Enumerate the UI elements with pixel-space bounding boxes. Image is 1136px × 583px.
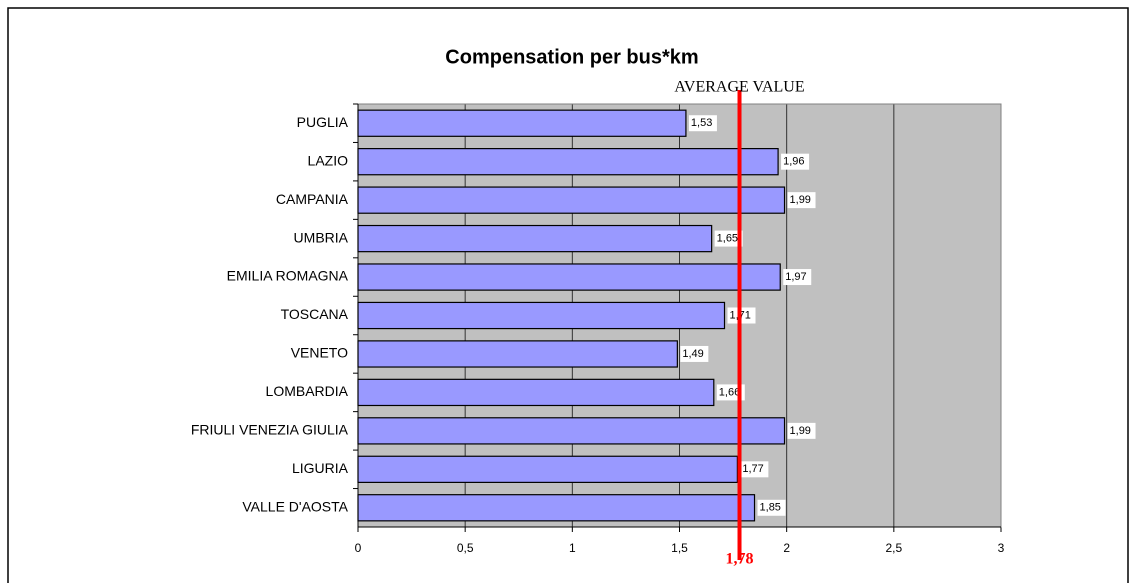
bar	[357, 417, 786, 445]
y-tick-label: LAZIO	[308, 152, 349, 168]
bar	[357, 224, 713, 253]
y-tick-label: UMBRIA	[294, 229, 349, 245]
y-tick-label: VALLE D'AOSTA	[242, 498, 348, 514]
average-label: AVERAGE VALUE	[674, 79, 804, 96]
x-tick-label: 1	[569, 541, 576, 555]
y-tick-label: LIGURIA	[292, 460, 349, 476]
bar	[357, 455, 738, 483]
x-tick-label: 3	[998, 541, 1005, 555]
data-label: 1,85	[760, 502, 781, 514]
x-tick-label: 2	[783, 541, 790, 555]
data-label-box	[783, 269, 812, 286]
data-label-box	[781, 153, 810, 170]
bar	[357, 109, 687, 137]
bar	[357, 494, 756, 522]
data-label-box	[714, 230, 743, 247]
data-label-box	[787, 192, 816, 209]
data-label-box	[787, 422, 816, 439]
data-label: 1,53	[691, 117, 712, 129]
bar	[357, 340, 678, 368]
data-label-box	[757, 499, 786, 516]
data-label: 1,77	[742, 463, 763, 475]
y-tick-label: EMILIA ROMAGNA	[227, 268, 349, 284]
y-tick-label: LOMBARDIA	[266, 383, 349, 399]
bar	[357, 301, 726, 330]
y-tick-label: TOSCANA	[281, 306, 349, 322]
data-label-box	[688, 115, 717, 132]
data-label: 1,97	[785, 271, 806, 283]
chart-title: Compensation per bus*km	[445, 46, 698, 68]
average-value-label: 1,78	[726, 551, 754, 568]
data-label: 1,96	[783, 156, 804, 168]
bar	[357, 378, 715, 407]
data-label: 1,66	[719, 386, 740, 398]
y-tick-label: PUGLIA	[297, 114, 349, 130]
y-tick-label: VENETO	[291, 345, 348, 361]
bar	[357, 186, 786, 214]
x-tick-label: 1,5	[671, 541, 688, 555]
data-label-box	[740, 461, 769, 478]
y-tick-label: CAMPANIA	[276, 191, 349, 207]
data-label: 1,65	[717, 232, 738, 244]
data-label: 1,49	[682, 348, 703, 360]
x-tick-label: 0,5	[457, 541, 474, 555]
bar	[357, 148, 779, 176]
data-label: 1,99	[790, 194, 811, 206]
x-tick-label: 0	[355, 541, 362, 555]
y-tick-label: FRIULI VENEZIA GIULIA	[191, 422, 349, 438]
data-label: 1,99	[790, 425, 811, 437]
bar	[357, 263, 781, 291]
data-label-box	[680, 345, 709, 362]
x-tick-label: 2,5	[885, 541, 902, 555]
